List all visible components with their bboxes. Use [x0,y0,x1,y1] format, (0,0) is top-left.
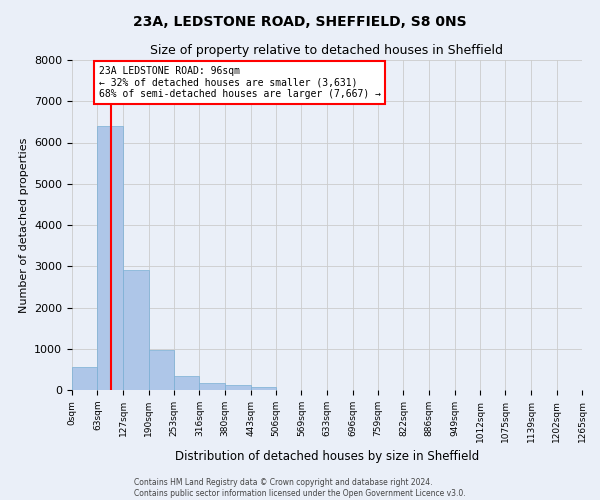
X-axis label: Distribution of detached houses by size in Sheffield: Distribution of detached houses by size … [175,450,479,463]
Title: Size of property relative to detached houses in Sheffield: Size of property relative to detached ho… [151,44,503,58]
Text: 23A LEDSTONE ROAD: 96sqm
← 32% of detached houses are smaller (3,631)
68% of sem: 23A LEDSTONE ROAD: 96sqm ← 32% of detach… [98,66,380,100]
Bar [251,386,276,390]
Bar [72,368,97,390]
Bar [174,376,199,390]
Y-axis label: Number of detached properties: Number of detached properties [19,138,29,312]
Bar [199,384,225,390]
Bar [149,350,174,390]
Bar [123,270,149,390]
Text: Contains HM Land Registry data © Crown copyright and database right 2024.
Contai: Contains HM Land Registry data © Crown c… [134,478,466,498]
Text: 23A, LEDSTONE ROAD, SHEFFIELD, S8 0NS: 23A, LEDSTONE ROAD, SHEFFIELD, S8 0NS [133,15,467,29]
Bar [225,386,251,390]
Bar [97,126,123,390]
